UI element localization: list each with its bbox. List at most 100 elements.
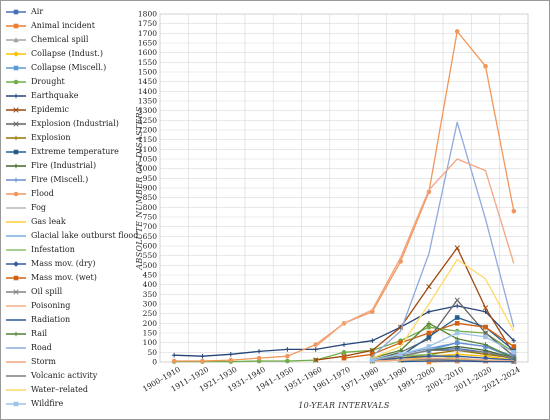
y-tick-label: 50 [147,348,157,357]
legend-swatch-wildfire [6,401,26,407]
legend-item-chemical-spill: Chemical spill [4,34,154,46]
legend-item-poisoning: Poisoning [4,300,154,312]
data-point-wildfire [426,344,432,349]
data-point-fire-miscell [454,340,460,345]
y-tick-label: 350 [143,290,158,299]
data-point-animal-incident [426,359,432,365]
data-point-explosion-industrial [482,330,489,336]
data-point-wildfire [454,330,460,336]
data-point-earthquake [313,347,318,352]
legend-item-fire-miscell: Fire (Miscell.) [4,174,154,186]
legend-swatch-water-related [6,389,26,391]
series-wildfire [370,330,517,363]
legend-marker-flood [13,191,19,197]
y-tick-label: 1550 [138,58,157,67]
series-line-radiation [400,360,514,363]
series-water-related [372,258,515,359]
data-point-rail [483,342,488,347]
data-point-extreme-temperature [426,334,432,340]
legend-swatch-rail [6,331,26,337]
legend-marker-mass-mov-wet [13,275,19,281]
chart-legend: Air Animal incident Chemical spill Collapse… [4,6,154,416]
series-poisoning [372,357,514,362]
data-point-earthquake [426,309,432,315]
legend-label: Poisoning [31,301,71,310]
legend-item-mass-mov-dry: Mass mov. (dry) [4,258,154,270]
legend-swatch-extreme-temperature [6,149,26,155]
legend-swatch-collapse-indust [6,51,26,57]
legend-label: Fire (Industrial) [31,161,97,170]
legend-item-mass-mov-wet: Mass mov. (wet) [4,272,154,284]
y-tick-label: 1300 [138,106,157,115]
y-tick-label: 1200 [138,126,157,135]
series-line-road [371,121,515,357]
data-point-rail [426,321,432,326]
legend-swatch-flood [6,191,26,197]
series-line-poisoning [372,357,514,362]
legend-label: Radiation [31,315,71,324]
legend-marker-rail [13,331,19,337]
data-point-drought [426,324,432,330]
series-rail [370,321,517,361]
y-tick-label: 1600 [138,48,157,57]
legend-marker-drought [13,79,19,85]
y-tick-label: 900 [143,184,158,193]
data-point-fire-industrial [454,344,460,349]
legend-item-road: Road [4,342,154,354]
y-axis-title: ABSOLUTE NUMBER OF DISASTERS [135,106,144,271]
data-point-mass-mov-wet [341,355,347,361]
data-point-earthquake [200,353,205,359]
legend-marker-fire-miscell [13,177,19,183]
legend-label: Explosion (Industrial) [31,119,119,128]
data-point-rail [398,348,403,353]
legend-marker-explosion-industrial [13,121,19,127]
y-tick-label: 950 [143,174,158,183]
data-point-wildfire [398,351,403,357]
y-tick-label: 650 [143,232,158,241]
legend-label: Animal incident [31,21,95,30]
data-point-wildfire [370,357,375,363]
legend-swatch-fire-miscell [6,177,26,183]
legend-label: Earthquake [31,91,79,100]
legend-marker-epidemic [13,107,19,113]
legend-swatch-storm [6,361,26,363]
legend-item-glacial-lake-outburst-flood: Glacial lake outburst flood [4,230,154,242]
legend-item-oil-spill: Oil spill [4,286,154,298]
data-point-earthquake [285,347,290,352]
legend-item-storm: Storm [4,356,154,368]
series-lines [171,29,517,365]
legend-swatch-explosion [6,135,26,141]
x-axis-tick-labels: 1900–19101911–19201921–19301931–19401941… [141,365,522,394]
legend-item-volcanic-activity: Volcanic activity [4,370,154,382]
legend-marker-mass-mov-dry [13,261,19,267]
legend-marker-explosion [13,135,19,141]
series-line-wildfire [372,332,515,361]
y-tick-label: 250 [143,309,158,318]
legend-label: Road [31,343,52,352]
y-axis-tick-labels: 0501001502002503003504004505005506006507… [138,10,157,367]
legend-item-air: Air [4,6,154,18]
legend-item-gas-leak: Gas leak [4,216,154,228]
y-tick-label: 1350 [138,97,157,106]
y-tick-label: 1450 [138,77,157,86]
grid-lines [159,13,529,363]
legend-swatch-poisoning [6,305,26,307]
legend-item-explosion: Explosion [4,132,154,144]
legend-label: Epidemic [31,105,69,114]
legend-label: Oil spill [31,287,63,296]
legend-swatch-gas-leak [6,221,26,223]
legend-label: Explosion [31,133,71,142]
legend-item-flood: Flood [4,188,154,200]
legend-swatch-volcanic-activity [6,375,26,377]
legend-label: Infestation [31,245,75,254]
legend-label: Fire (Miscell.) [31,175,89,184]
y-tick-label: 1650 [138,39,157,48]
legend-marker-collapse-miscell [13,65,19,71]
legend-swatch-infestation [6,249,26,251]
data-point-explosion-industrial [454,297,460,303]
legend-swatch-radiation [6,319,26,321]
y-tick-label: 300 [143,300,158,309]
legend-item-animal-incident: Animal incident [4,20,154,32]
legend-swatch-oil-spill [6,289,26,295]
